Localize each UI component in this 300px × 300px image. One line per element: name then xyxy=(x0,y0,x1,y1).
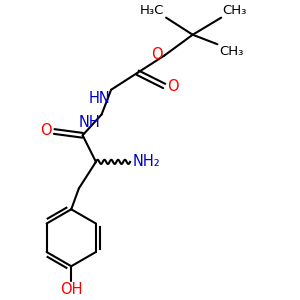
Text: CH₃: CH₃ xyxy=(219,45,244,58)
Text: O: O xyxy=(40,123,51,138)
Text: CH₃: CH₃ xyxy=(222,4,247,17)
Text: HN: HN xyxy=(88,91,110,106)
Text: OH: OH xyxy=(60,282,82,297)
Text: NH: NH xyxy=(79,116,101,130)
Text: O: O xyxy=(167,80,179,94)
Text: H₃C: H₃C xyxy=(140,4,164,17)
Text: O: O xyxy=(151,47,162,62)
Text: NH₂: NH₂ xyxy=(133,154,161,169)
